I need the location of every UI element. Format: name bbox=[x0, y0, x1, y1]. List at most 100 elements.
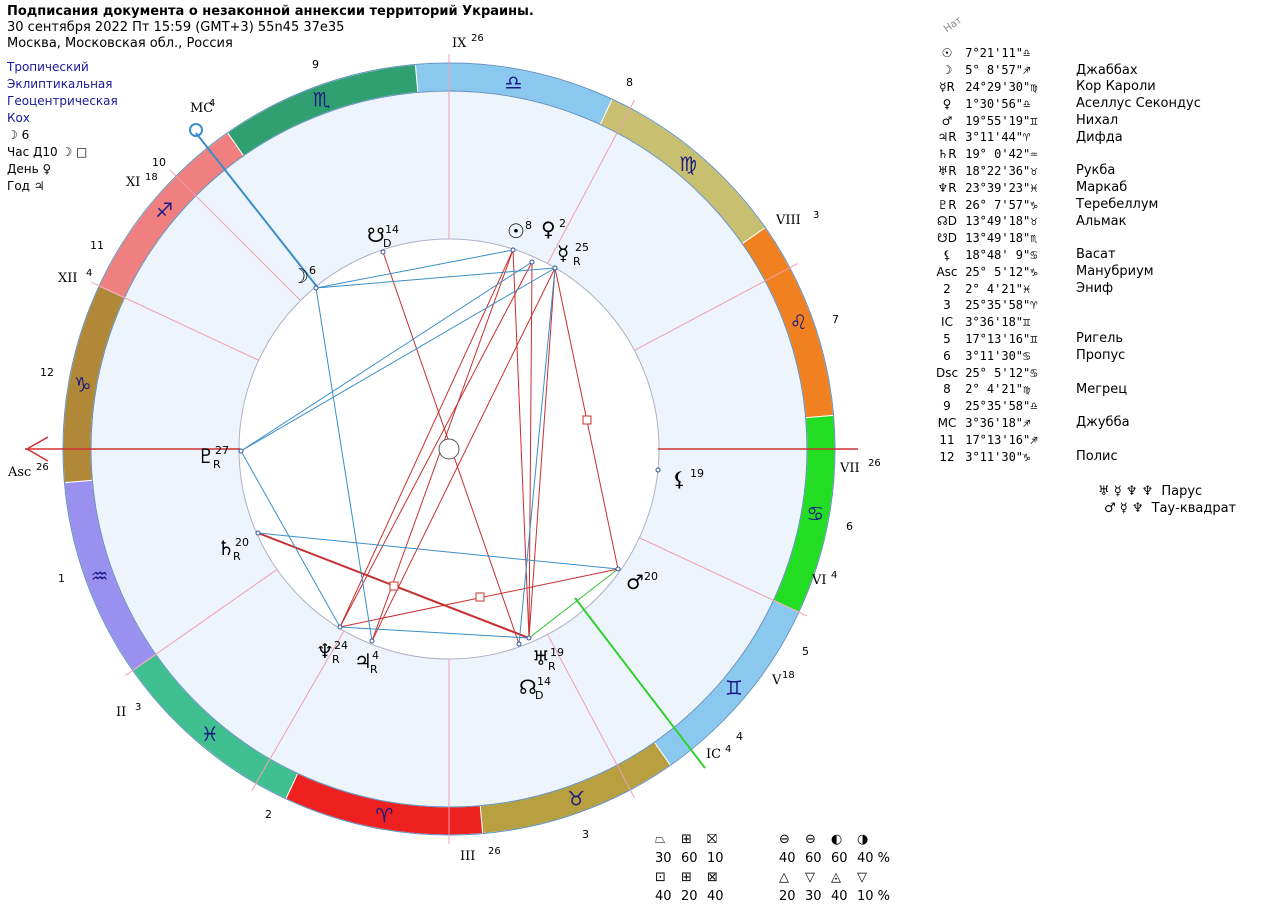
planet-row[interactable]: 8 2° 4'21"♍ Мегрец bbox=[936, 381, 1201, 398]
chart-datetime: 30 сентября 2022 Пт 15:59 (GMT+3) 55n45 … bbox=[7, 20, 345, 35]
stat-value: 10 bbox=[707, 851, 724, 866]
planet-row[interactable]: ♀ 1°30'56"♎ Аселлус Секондус bbox=[936, 95, 1201, 112]
planet-row[interactable]: ♄R 19° 0'42"♒ bbox=[936, 146, 1201, 163]
house-number: 2 bbox=[265, 808, 272, 821]
planet-glyph-icon: ☊D bbox=[937, 214, 957, 229]
neptune-glyph-icon[interactable]: ♆ bbox=[316, 639, 334, 663]
planet-row[interactable]: 12 3°11'30"♑ Полис bbox=[936, 448, 1201, 465]
planet-position: 5° 8'57"♐ bbox=[958, 63, 1031, 78]
house-number: 8 bbox=[626, 76, 633, 89]
planet-row[interactable]: ♆R 23°39'23"♓ Маркаб bbox=[936, 179, 1201, 196]
center-setting[interactable]: Геоцентрическая bbox=[7, 94, 118, 108]
neptune-flag: R bbox=[332, 653, 340, 666]
house-cusp-degree: 4 bbox=[209, 98, 215, 109]
stat-icon: ⊖ bbox=[805, 832, 816, 847]
stat-value: 40 % bbox=[857, 851, 891, 866]
planet-row[interactable]: ☊D 13°49'18"♉ Альмак bbox=[936, 213, 1201, 230]
south-node-glyph-icon[interactable]: ☋ bbox=[367, 223, 385, 247]
planet-row[interactable]: 11 17°13'16"♐ bbox=[936, 431, 1201, 448]
sun-glyph-icon[interactable]: ☉ bbox=[507, 219, 525, 243]
north-node-glyph-icon[interactable]: ☊ bbox=[519, 675, 537, 699]
planet-glyph-icon: 2 bbox=[943, 281, 951, 296]
planet-glyph-icon: MC bbox=[937, 415, 957, 430]
sign-glyph-icon: ♒ bbox=[90, 564, 108, 588]
house-number: 6 bbox=[846, 520, 853, 533]
planet-row[interactable]: 2 2° 4'21"♓ Эниф bbox=[936, 280, 1201, 297]
planet-glyph-icon: ♆R bbox=[937, 180, 957, 195]
planet-row[interactable]: ⚸ 18°48' 9"♋ Васат bbox=[936, 247, 1201, 264]
saturn-glyph-icon[interactable]: ♄ bbox=[217, 536, 235, 560]
moon-degree: 6 bbox=[309, 264, 316, 277]
planet-row[interactable]: Dsc 25° 5'12"♋ bbox=[936, 364, 1201, 381]
planet-position-list: ☉ 7°21'11"♎ ☽ 5° 8'57"♐ Джаббах ☿R 24°29'30… bbox=[936, 45, 1201, 465]
hour-ruler: Час Д10 ☽ □ bbox=[7, 145, 88, 159]
planet-glyph-icon: ☿R bbox=[939, 79, 955, 94]
saturn-degree: 20 bbox=[235, 536, 249, 549]
planet-position: 2° 4'21"♍ bbox=[958, 382, 1031, 397]
planet-row[interactable]: ☋D 13°49'18"♏ bbox=[936, 230, 1201, 247]
planet-row[interactable]: 6 3°11'30"♋ Пропус bbox=[936, 347, 1201, 364]
aspect-line bbox=[512, 249, 530, 639]
planet-glyph-icon: Dsc bbox=[936, 365, 959, 380]
planet-row[interactable]: ♃R 3°11'44"♈ Дифда bbox=[936, 129, 1201, 146]
pluto-degree: 27 bbox=[215, 444, 229, 457]
aspect-line bbox=[371, 267, 556, 642]
fixed-star: Эниф bbox=[1076, 281, 1114, 297]
venus-degree: 2 bbox=[559, 217, 566, 230]
chart-title: Подписания документа о незаконной аннекс… bbox=[7, 4, 534, 19]
planet-row[interactable]: ♅R 18°22'36"♉ Рукба bbox=[936, 163, 1201, 180]
venus-glyph-icon[interactable]: ♀ bbox=[541, 217, 556, 241]
house-number: 12 bbox=[40, 366, 54, 379]
planet-glyph-icon: ♇R bbox=[937, 197, 957, 212]
fixed-star: Полис bbox=[1076, 449, 1118, 465]
planet-row[interactable]: Asc 25° 5'12"♑ Манубриум bbox=[936, 263, 1201, 280]
house-cusp-label: III bbox=[460, 849, 475, 864]
coords-setting[interactable]: Эклиптикальная bbox=[7, 77, 113, 91]
sign-glyph-icon: ♐ bbox=[155, 198, 173, 222]
planet-row[interactable]: IC 3°36'18"♊ bbox=[936, 314, 1201, 331]
planet-glyph-icon: ☽ bbox=[941, 63, 953, 78]
mercury-flag: R bbox=[573, 255, 581, 268]
uranus-glyph-icon[interactable]: ♅ bbox=[532, 646, 550, 670]
stat-value: 10 % bbox=[857, 889, 891, 904]
aspect-line bbox=[240, 261, 533, 452]
planet-row[interactable]: 3 25°35'58"♈ bbox=[936, 297, 1201, 314]
mc-axis bbox=[195, 132, 319, 289]
mars-degree: 20 bbox=[644, 570, 658, 583]
planet-row[interactable]: ♇R 26° 7'57"♑ Теребеллум bbox=[936, 196, 1201, 213]
fixed-star: Пропус bbox=[1076, 348, 1126, 364]
house-cusp-label: IC bbox=[706, 747, 721, 762]
zodiac-ring: ♎ ♍ ♌ ♋ ♊ ♉ ♈ ♓ ♒ ♑ ♐ ♏ bbox=[62, 62, 836, 836]
planet-row[interactable]: 5 17°13'16"♊ Ригель bbox=[936, 331, 1201, 348]
planet-row[interactable]: ☽ 5° 8'57"♐ Джаббах bbox=[936, 62, 1201, 79]
planet-glyph-icon: 6 bbox=[943, 348, 951, 363]
planet-row[interactable]: ♂ 19°55'19"♊ Нихал bbox=[936, 112, 1201, 129]
jupiter-glyph-icon[interactable]: ♃ bbox=[354, 649, 372, 673]
stat-icon: ▽ bbox=[805, 870, 815, 885]
lilith-degree: 19 bbox=[690, 467, 704, 480]
mars-glyph-icon[interactable]: ♂ bbox=[626, 570, 644, 594]
moon-glyph-icon[interactable]: ☽ bbox=[291, 264, 309, 288]
zodiac-setting[interactable]: Тропический bbox=[7, 60, 89, 74]
house-cusp-label: XII bbox=[58, 271, 78, 286]
planet-row[interactable]: ☿R 24°29'30"♍ Кор Кароли bbox=[936, 79, 1201, 96]
planet-row[interactable]: 9 25°35'58"♎ bbox=[936, 398, 1201, 415]
planet-position: 17°13'16"♊ bbox=[958, 331, 1038, 346]
planet-row[interactable]: MC 3°36'18"♐ Джубба bbox=[936, 415, 1201, 432]
fixed-star: Рукба bbox=[1076, 163, 1116, 179]
fixed-star: Манубриум bbox=[1076, 264, 1154, 280]
pluto-glyph-icon[interactable]: ♇ bbox=[197, 444, 215, 468]
lilith-glyph-icon[interactable]: ⚸ bbox=[672, 467, 687, 491]
fixed-star: Кор Кароли bbox=[1076, 79, 1156, 95]
planet-position: 25° 5'12"♑ bbox=[958, 264, 1038, 279]
chart-location: Москва, Московская обл., Россия bbox=[7, 36, 233, 51]
houses-setting[interactable]: Кох bbox=[7, 111, 30, 125]
planet-glyph-icon: ♅R bbox=[937, 163, 957, 178]
planet-row[interactable]: ☉ 7°21'11"♎ bbox=[936, 45, 1201, 62]
mercury-glyph-icon[interactable]: ☿ bbox=[557, 241, 569, 265]
stat-icon: △ bbox=[779, 870, 789, 885]
sign-glyph-icon: ♓ bbox=[201, 722, 219, 746]
planet-glyph-icon: 11 bbox=[939, 432, 955, 447]
planet-position: 3°11'44"♈ bbox=[958, 130, 1031, 145]
